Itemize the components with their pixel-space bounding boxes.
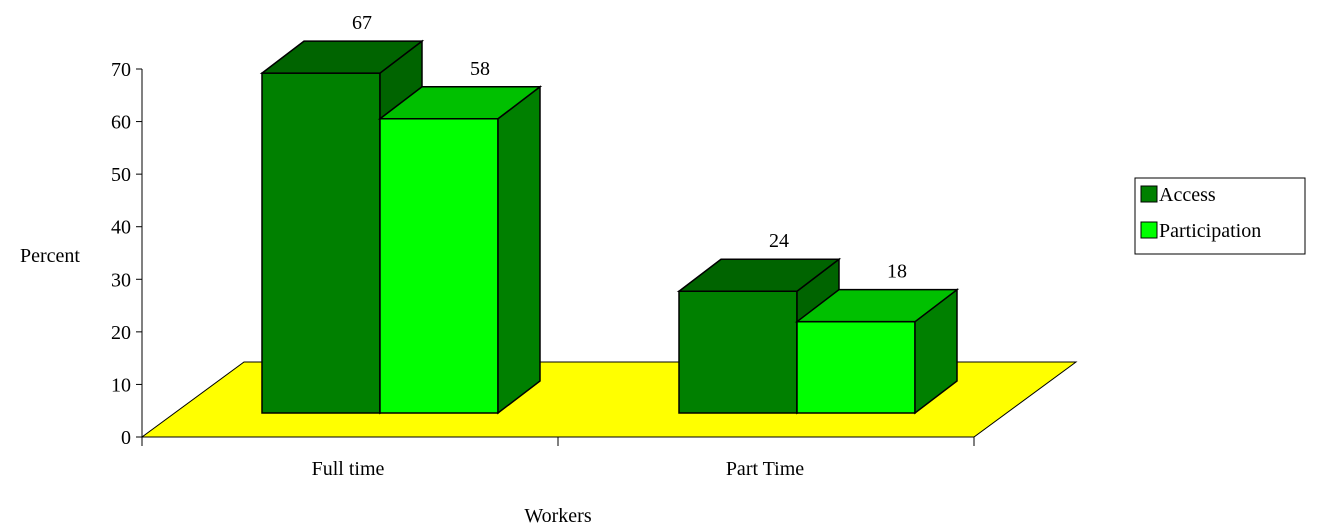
- bar-front-face: [796, 320, 916, 414]
- x-tick-label: Part Time: [726, 458, 804, 480]
- legend-box: [1134, 177, 1306, 255]
- y-tick-label: 40: [111, 217, 131, 239]
- y-tick-label: 60: [111, 112, 131, 134]
- bar-top-face: [259, 40, 425, 74]
- y-axis-title: Percent: [20, 245, 80, 267]
- bar-front-face: [678, 290, 798, 414]
- bar-side-face: [497, 85, 541, 415]
- y-tick-label: 20: [111, 322, 131, 344]
- legend-label: Participation: [1159, 220, 1261, 242]
- data-label: 18: [887, 261, 907, 283]
- bar: [377, 85, 543, 415]
- bar-top-face: [377, 86, 543, 120]
- y-tick-labels: 0 10 20 30 40 50 60 70: [111, 59, 142, 449]
- bars: [259, 39, 960, 415]
- legend-swatch: [1140, 185, 1158, 203]
- bar-top-face: [794, 288, 960, 323]
- data-labels: 67 58 24 18: [352, 12, 907, 283]
- data-label: 24: [769, 230, 789, 252]
- x-axis-title: Workers: [524, 505, 591, 527]
- bar-front-face: [261, 72, 381, 414]
- y-tick-label: 30: [111, 269, 131, 291]
- legend-label: Access: [1159, 184, 1216, 206]
- legend-swatch: [1140, 221, 1158, 239]
- y-tick-label: 0: [121, 427, 131, 449]
- x-tick-label: Full time: [312, 458, 385, 480]
- data-label: 67: [352, 12, 372, 34]
- bar-top-face: [676, 258, 842, 292]
- y-tick-label: 10: [111, 374, 131, 396]
- data-label: 58: [470, 58, 490, 80]
- y-tick-label: 70: [111, 59, 131, 81]
- bar-front-face: [379, 118, 499, 414]
- x-tick-labels: Full time Part Time: [141, 437, 975, 480]
- bar: [794, 288, 960, 415]
- y-tick-label: 50: [111, 164, 131, 186]
- legend: Access Participation: [1134, 177, 1306, 255]
